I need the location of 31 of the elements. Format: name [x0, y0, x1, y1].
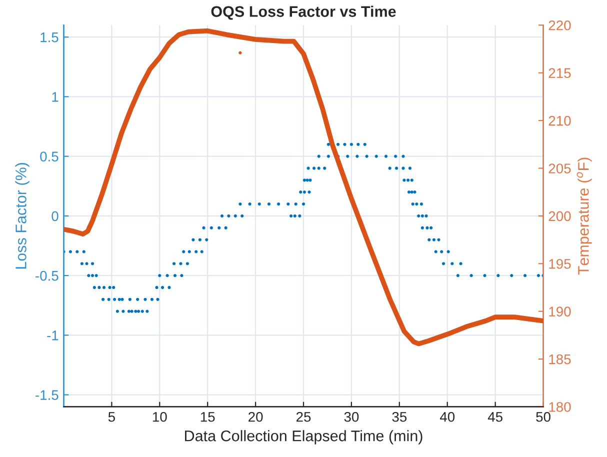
x-tick-label: 10	[152, 412, 167, 422]
x-tick-label: 15	[200, 412, 215, 422]
y2-tick-label: 190	[549, 306, 571, 316]
y-tick-label: 0	[52, 211, 58, 222]
x-tick-label: 35	[392, 412, 407, 422]
x-tick-label: 50	[536, 412, 550, 422]
y2-tick-label: 180	[549, 402, 571, 412]
x-tick-label: 30	[344, 412, 359, 422]
y2-tick-label: 205	[548, 164, 571, 174]
y2-tick-label: 185	[549, 354, 571, 364]
x-axis-title: Data Collection Elapsed Time (min)	[185, 430, 422, 444]
y-tick-label: -1	[47, 330, 58, 340]
line-series	[64, 28, 544, 346]
y2-tick-label: 210	[548, 116, 571, 126]
x-tick-label: 25	[296, 412, 311, 422]
y-tick-label: 0.5	[40, 152, 58, 162]
y2-axis-title: Temperature ($^{o}$F)	[576, 158, 592, 275]
y2-tick-label: 215	[548, 68, 571, 78]
x-tick-label: 45	[488, 412, 502, 422]
y2-tick-label: 200	[548, 211, 571, 222]
x-tick-label: 5	[108, 412, 115, 422]
y-tick-label: 1.5	[40, 32, 58, 42]
y-tick-label: -1.5	[36, 390, 58, 400]
y-tick-label: -0.5	[36, 270, 58, 281]
y-axis-title: Loss Factor (%)	[15, 162, 30, 269]
x-tick-label: 40	[440, 412, 455, 422]
chart-title: OQS Loss Factor vs Time	[211, 6, 396, 20]
x-tick-label: 20	[248, 412, 263, 422]
y2-tick-label: 220	[548, 20, 571, 30]
y-tick-label: 1	[52, 92, 58, 102]
y2-tick-label: 195	[549, 258, 571, 269]
